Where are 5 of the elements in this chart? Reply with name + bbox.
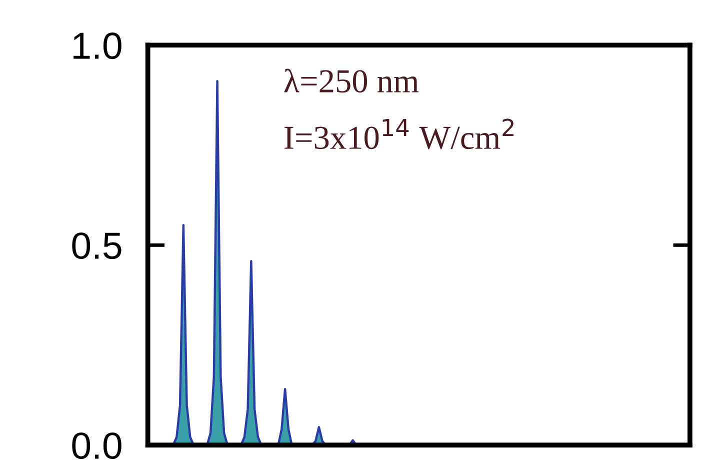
annotation: I=3x10$^{14}$ W/cm$^{2}$ [284,118,514,150]
y-tick-label: 0.5 [72,232,122,260]
y-tick-label: 0.0 [72,432,122,460]
annotation: λ=250 nm [284,68,419,93]
y-tick-label: 1.0 [74,32,122,60]
